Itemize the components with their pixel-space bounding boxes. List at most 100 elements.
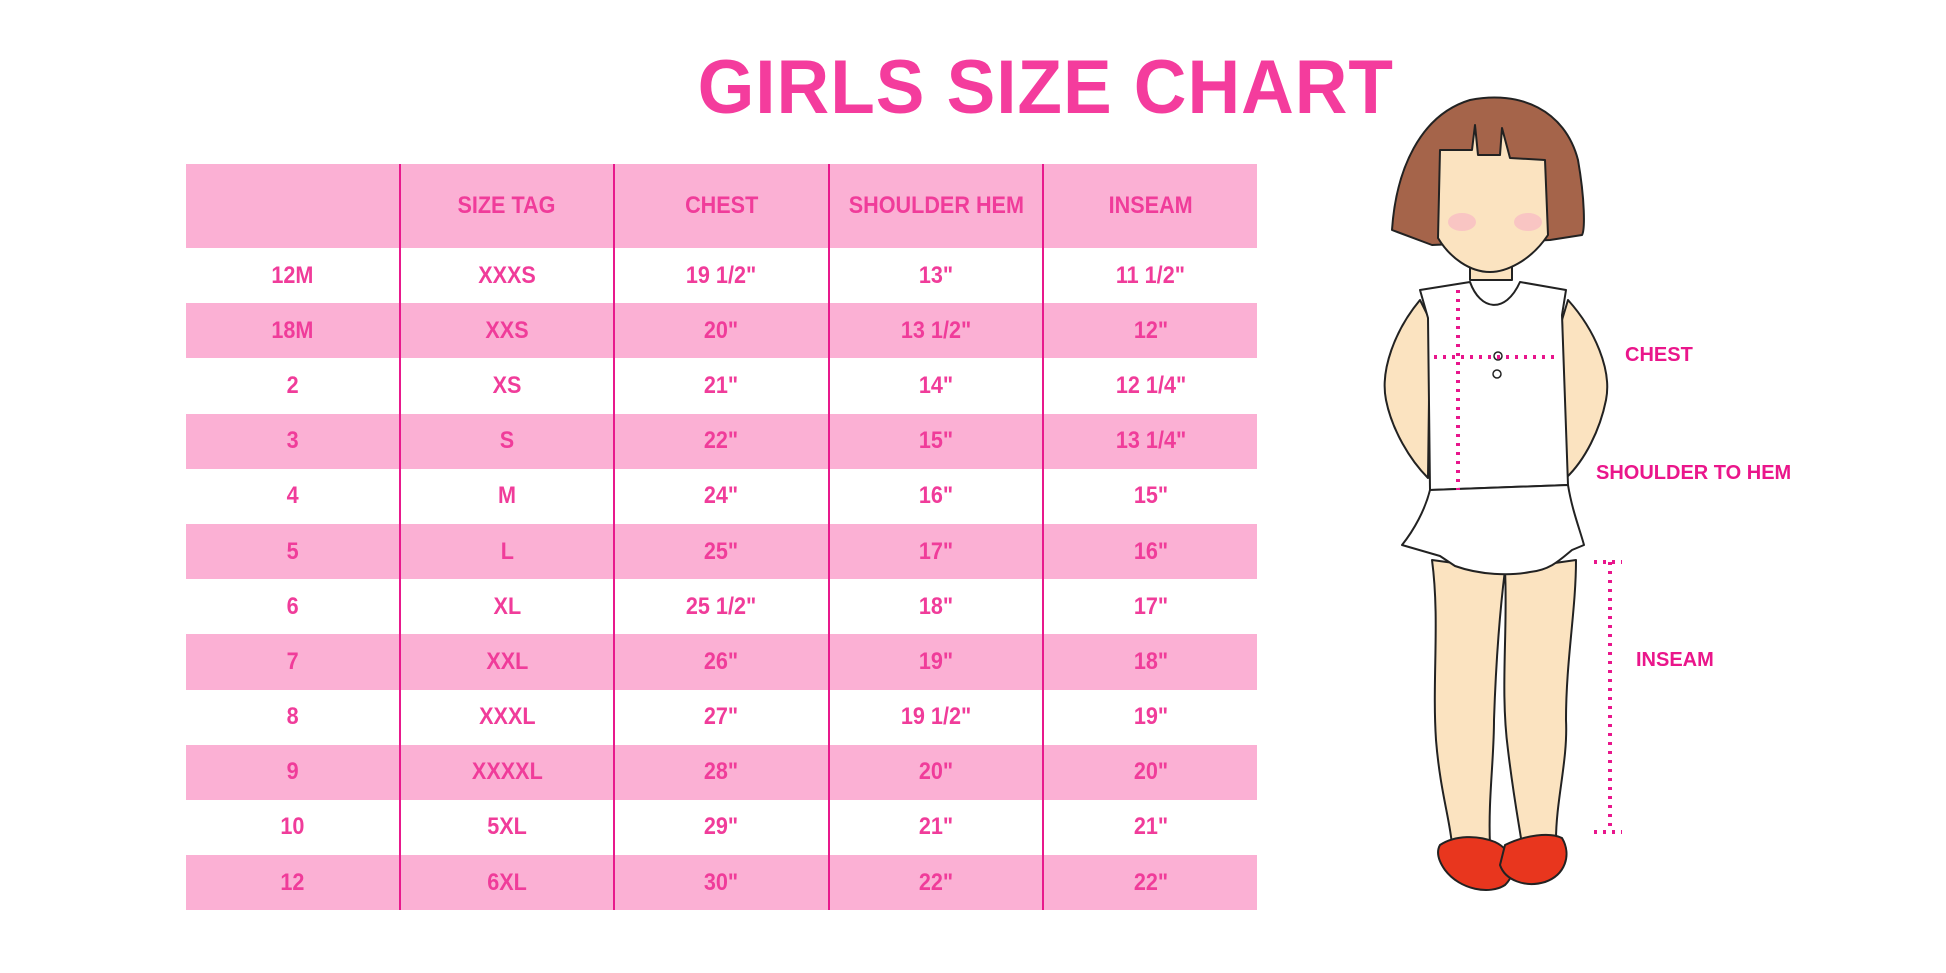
cell-value: 25" bbox=[704, 537, 739, 565]
cell-value: 18" bbox=[918, 592, 954, 620]
table-row: 18M XXS 20" 13 1/2" 12" bbox=[186, 303, 1257, 359]
cell-value: 16" bbox=[1133, 537, 1168, 565]
cell-value: 2 bbox=[286, 371, 299, 399]
cell-value: 5 bbox=[286, 537, 299, 565]
skirt bbox=[1401, 484, 1585, 576]
table-cell: 5XL bbox=[398, 799, 614, 856]
cell-value: 12 1/4" bbox=[1115, 371, 1186, 399]
table-cell: 8 bbox=[186, 690, 399, 745]
table-cell: 9 bbox=[186, 745, 399, 800]
cell-value: 17" bbox=[918, 537, 954, 565]
cell-value: 19 1/2" bbox=[900, 703, 972, 731]
left-leg bbox=[1431, 559, 1506, 846]
table-row: 12 6XL 30" 22" 22" bbox=[186, 855, 1257, 911]
table-cell: XXS bbox=[398, 303, 614, 359]
header-label: SIZE TAG bbox=[457, 192, 556, 219]
table-cell: 20" bbox=[1042, 744, 1257, 800]
cell-value: 20" bbox=[1133, 758, 1168, 786]
table-cell: 7 bbox=[186, 634, 399, 689]
cell-value: 11 1/2" bbox=[1116, 261, 1186, 289]
cell-value: 22" bbox=[704, 427, 739, 455]
cell-value: XS bbox=[492, 371, 522, 399]
table-cell: 13 1/2" bbox=[827, 303, 1043, 359]
table-cell: XS bbox=[398, 358, 614, 414]
cell-value: XXXS bbox=[478, 261, 536, 289]
cell-value: S bbox=[499, 427, 515, 455]
cell-value: 13 1/4" bbox=[1115, 427, 1186, 455]
header-cell: INSEAM bbox=[1042, 164, 1257, 248]
table-cell: 14" bbox=[827, 358, 1043, 414]
cell-value: 14" bbox=[918, 371, 954, 399]
table-cell: 15" bbox=[827, 413, 1043, 469]
header-label: CHEST bbox=[684, 192, 759, 219]
cell-value: XXXXL bbox=[471, 758, 543, 786]
shirt bbox=[1419, 281, 1569, 491]
cell-value: 27" bbox=[704, 703, 739, 731]
cell-value: 20" bbox=[704, 316, 739, 344]
cell-value: 22" bbox=[918, 868, 954, 896]
table-row: 9 XXXXL 28" 20" 20" bbox=[186, 744, 1257, 800]
cell-value: 6XL bbox=[487, 868, 527, 896]
table-cell: 2 bbox=[186, 358, 399, 413]
cell-value: 12" bbox=[1133, 316, 1168, 344]
table-cell: 25" bbox=[613, 523, 828, 580]
table-header-row: SIZE TAG CHEST SHOULDER HEM INSEAM bbox=[186, 164, 1257, 248]
cell-value: 29" bbox=[704, 813, 739, 841]
cell-value: 26" bbox=[704, 647, 739, 675]
shoulder-to-hem-label: SHOULDER TO HEM bbox=[1596, 462, 1792, 484]
table-cell: M bbox=[398, 468, 614, 524]
table-cell: 12 1/4" bbox=[1042, 358, 1257, 414]
table-cell: 19 1/2" bbox=[827, 689, 1043, 745]
table-cell: 13" bbox=[827, 248, 1043, 304]
table-cell: 22" bbox=[827, 855, 1043, 911]
cell-value: 12M bbox=[271, 261, 314, 289]
table-cell: 30" bbox=[613, 855, 828, 911]
table-cell: 13 1/4" bbox=[1042, 413, 1257, 469]
table-cell: XXXXL bbox=[398, 744, 614, 800]
cell-value: 24" bbox=[704, 482, 739, 510]
table-cell: 20" bbox=[613, 303, 828, 359]
table-cell: S bbox=[398, 413, 614, 469]
table-cell: 17" bbox=[1042, 579, 1257, 635]
table-cell: 21" bbox=[613, 358, 828, 414]
cell-value: 15" bbox=[1133, 482, 1168, 510]
cell-value: 3 bbox=[286, 427, 299, 455]
cell-value: 19" bbox=[1133, 703, 1168, 731]
table-cell: XXL bbox=[398, 634, 614, 690]
size-table: SIZE TAG CHEST SHOULDER HEM INSEAM 12M XXXS 19… bbox=[186, 164, 1257, 911]
table-cell: 12" bbox=[1042, 303, 1257, 359]
table-cell: 6 bbox=[186, 579, 399, 634]
right-shoe bbox=[1499, 833, 1568, 885]
table-cell: 12M bbox=[186, 248, 399, 303]
table-cell: 19 1/2" bbox=[613, 248, 828, 304]
cell-value: 6 bbox=[286, 592, 299, 620]
table-row: 12M XXXS 19 1/2" 13" 11 1/2" bbox=[186, 248, 1257, 304]
cell-value: 22" bbox=[1133, 868, 1168, 896]
cell-value: 10 bbox=[280, 813, 305, 841]
right-arm bbox=[1561, 299, 1609, 479]
table-cell: XXXS bbox=[398, 248, 614, 304]
table-cell: 24" bbox=[613, 468, 828, 524]
table-cell: 5 bbox=[186, 524, 399, 579]
table-row: 10 5XL 29" 21" 21" bbox=[186, 799, 1257, 856]
table-cell: 21" bbox=[1042, 799, 1257, 856]
cell-value: 17" bbox=[1133, 592, 1168, 620]
table-cell: 12 bbox=[186, 855, 399, 910]
left-arm bbox=[1383, 299, 1431, 479]
cell-value: 8 bbox=[286, 703, 299, 731]
cell-value: 19" bbox=[918, 647, 954, 675]
cell-value: XXL bbox=[485, 647, 528, 675]
cell-value: 13 1/2" bbox=[900, 316, 972, 344]
header-label: INSEAM bbox=[1108, 192, 1193, 219]
table-cell: XXXL bbox=[398, 689, 614, 745]
cell-value: 18M bbox=[271, 316, 314, 344]
table-cell: 20" bbox=[827, 744, 1043, 800]
table-row: 7 XXL 26" 19" 18" bbox=[186, 634, 1257, 690]
table-row: 6 XL 25 1/2" 18" 17" bbox=[186, 579, 1257, 635]
cell-value: XXS bbox=[485, 316, 529, 344]
table-cell: 18" bbox=[1042, 634, 1257, 690]
table-cell: 16" bbox=[827, 468, 1043, 524]
table-cell: 25 1/2" bbox=[613, 579, 828, 635]
header-label: SHOULDER HEM bbox=[848, 192, 1024, 219]
